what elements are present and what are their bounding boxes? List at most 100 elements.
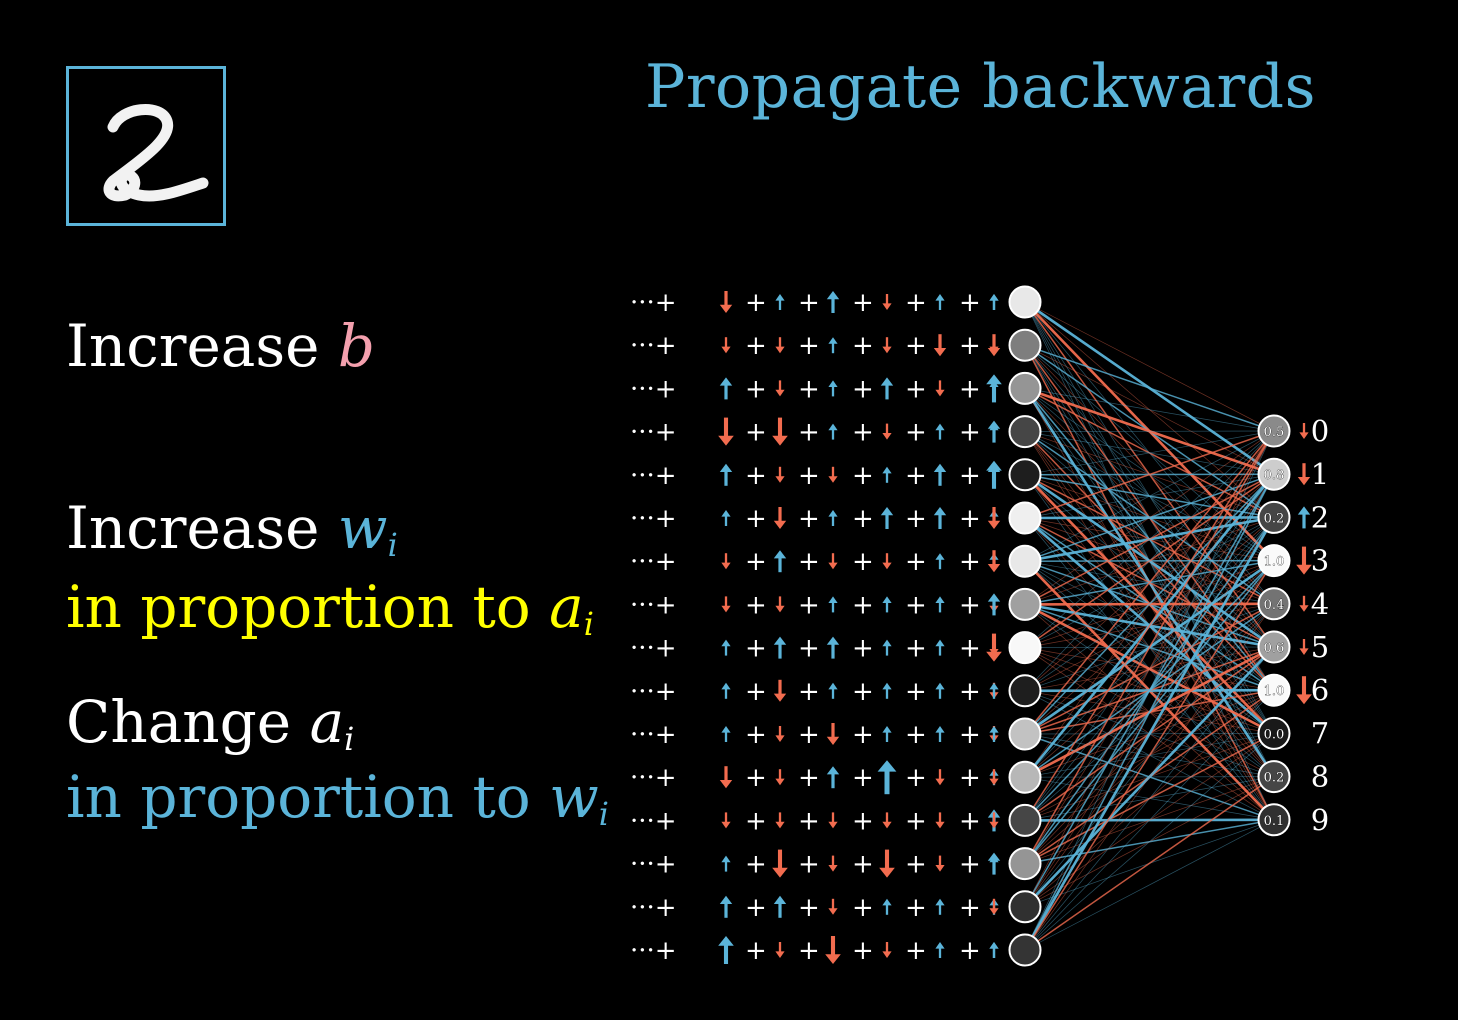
plus-sign: + bbox=[959, 893, 981, 923]
down-arrow-icon bbox=[718, 417, 734, 446]
plus-sign: + bbox=[798, 893, 820, 923]
weight-edge bbox=[1024, 344, 1275, 475]
down-arrow-icon bbox=[775, 337, 785, 354]
hidden-nudge-row: ···+ + + + + + bbox=[630, 760, 999, 795]
output-activation-value: 0.2 bbox=[1264, 511, 1285, 526]
output-neuron bbox=[1257, 457, 1291, 491]
hidden-nudge-row: ···+ + + + + + bbox=[630, 677, 999, 707]
plus-sign: + bbox=[798, 763, 820, 793]
down-arrow-icon bbox=[987, 550, 1001, 573]
output-activation-value: 1.0 bbox=[1264, 555, 1285, 570]
up-arrow-icon bbox=[828, 337, 838, 354]
output-activation-value: 0.1 bbox=[1264, 814, 1285, 829]
down-arrow-icon bbox=[882, 294, 892, 310]
weight-edge bbox=[1024, 430, 1275, 648]
weight-edge bbox=[1024, 431, 1275, 475]
output-activation-value: 0.2 bbox=[1264, 771, 1285, 786]
plus-sign: + bbox=[798, 331, 820, 361]
output-neuron bbox=[1257, 587, 1291, 621]
weight-edge bbox=[1024, 388, 1275, 432]
hidden-neuron bbox=[1008, 631, 1042, 665]
weight-edge bbox=[1024, 430, 1275, 778]
up-arrow-icon bbox=[721, 639, 731, 656]
plus-sign: + bbox=[852, 936, 874, 966]
weight-edge bbox=[1024, 430, 1275, 605]
output-activation-value: 0.4 bbox=[1264, 598, 1285, 613]
up-arrow-icon bbox=[880, 507, 894, 529]
plus-sign: + bbox=[959, 547, 981, 577]
hidden-nudge-row: ···+ + + + + + bbox=[630, 720, 999, 750]
hidden-nudge-row: ···+ + + + + + bbox=[630, 547, 1001, 577]
plus-sign: + bbox=[905, 763, 927, 793]
down-arrow-icon bbox=[772, 849, 788, 878]
up-arrow-icon bbox=[989, 726, 999, 742]
down-arrow-icon bbox=[775, 942, 785, 958]
plus-sign: + bbox=[905, 936, 927, 966]
increase-bias-line: Increase b bbox=[66, 312, 375, 380]
output-neuron bbox=[1257, 500, 1291, 534]
plus-sign: + bbox=[745, 850, 767, 880]
proportion-to-activation-line: in proportion to ai bbox=[66, 573, 594, 643]
up-arrow-icon bbox=[935, 423, 945, 440]
hidden-neuron bbox=[1008, 415, 1042, 449]
up-arrow-icon bbox=[721, 510, 731, 526]
row-prefix: ···+ bbox=[630, 936, 677, 966]
row-prefix: ···+ bbox=[630, 634, 677, 664]
weight-edge bbox=[1024, 473, 1275, 735]
hidden-nudge-row: ···+ + + + + + bbox=[630, 504, 1001, 534]
down-arrow-icon bbox=[935, 769, 945, 786]
down-arrow-icon bbox=[828, 898, 838, 915]
up-arrow-icon bbox=[882, 639, 892, 656]
weight-variable: wi bbox=[337, 494, 398, 564]
weight-edge bbox=[1024, 387, 1275, 476]
plus-sign: + bbox=[852, 504, 874, 534]
up-arrow-icon bbox=[933, 463, 947, 486]
hidden-neuron bbox=[1008, 458, 1042, 492]
output-digit-label: 5 bbox=[1311, 630, 1329, 664]
row-prefix: ···+ bbox=[630, 720, 677, 750]
plus-sign: + bbox=[959, 590, 981, 620]
plus-sign: + bbox=[959, 850, 981, 880]
hidden-neuron bbox=[1008, 847, 1042, 881]
plus-sign: + bbox=[852, 461, 874, 491]
down-arrow-icon bbox=[879, 849, 895, 878]
output-digit-label: 6 bbox=[1311, 673, 1329, 707]
plus-sign: + bbox=[745, 634, 767, 664]
down-arrow-icon bbox=[987, 507, 1001, 529]
down-arrow-icon bbox=[721, 812, 731, 829]
weight-edge bbox=[1024, 430, 1275, 432]
output-digit-label: 9 bbox=[1311, 803, 1329, 837]
weight-edge bbox=[1024, 344, 1275, 432]
weight-edge bbox=[1024, 473, 1275, 908]
row-prefix: ···+ bbox=[630, 288, 677, 318]
hidden-nudge-row: ···+ + + + + + bbox=[630, 849, 1001, 880]
weight-edge bbox=[1024, 517, 1275, 821]
weight-edge bbox=[1023, 516, 1276, 951]
output-digit-label: 1 bbox=[1311, 457, 1329, 491]
up-arrow-icon bbox=[828, 682, 838, 699]
plus-sign: + bbox=[905, 720, 927, 750]
down-arrow-icon bbox=[935, 812, 945, 829]
output-digit-label: 4 bbox=[1311, 587, 1329, 621]
output-activation-value: 0.6 bbox=[1264, 641, 1285, 656]
hidden-neuron bbox=[1008, 285, 1042, 319]
up-arrow-icon bbox=[882, 466, 892, 483]
down-arrow-icon bbox=[933, 334, 947, 357]
plus-sign: + bbox=[852, 850, 874, 880]
plus-sign: + bbox=[745, 590, 767, 620]
down-arrow-icon bbox=[826, 723, 840, 745]
plus-sign: + bbox=[798, 720, 820, 750]
plus-sign: + bbox=[959, 331, 981, 361]
plus-sign: + bbox=[959, 720, 981, 750]
plus-sign: + bbox=[905, 634, 927, 664]
down-arrow-icon bbox=[1297, 463, 1311, 486]
plus-sign: + bbox=[905, 677, 927, 707]
plus-sign: + bbox=[959, 677, 981, 707]
plus-sign: + bbox=[745, 763, 767, 793]
down-arrow-icon bbox=[989, 769, 999, 786]
plus-sign: + bbox=[745, 504, 767, 534]
weight-edge bbox=[1024, 819, 1275, 865]
plus-sign: + bbox=[745, 331, 767, 361]
plus-sign: + bbox=[745, 418, 767, 448]
plus-sign: + bbox=[798, 590, 820, 620]
